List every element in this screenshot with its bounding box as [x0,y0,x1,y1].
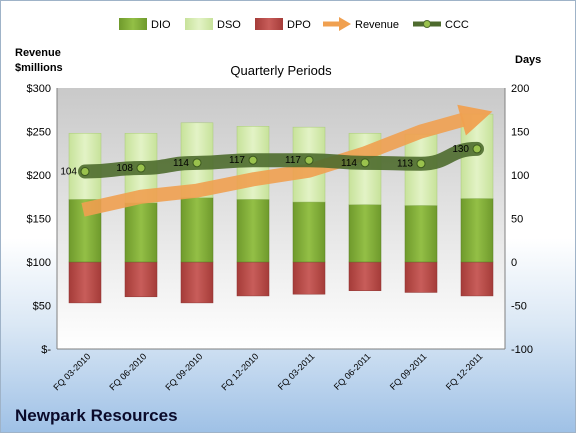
left-tick-label: $200 [27,170,51,182]
dpo-bar [460,261,494,297]
ccc-point [472,144,482,154]
left-axis-title-line1: Revenue [15,47,61,59]
x-tick-label: FQ 12-2010 [219,351,260,392]
ccc-data-label: 114 [173,158,189,169]
ccc-data-label: 130 [452,144,469,155]
ccc-data-label: 117 [229,155,245,166]
ccc-point [136,163,146,173]
ccc-data-label: 104 [60,167,77,178]
dio-bar [460,198,494,263]
legend-dio-swatch [119,18,147,30]
ccc-point [360,158,370,168]
legend-revenue-label: Revenue [355,19,399,31]
x-tick-label: FQ 12-2011 [444,351,485,392]
right-tick-label: 50 [511,214,523,226]
legend-dpo-swatch [255,18,283,30]
ccc-point [248,155,258,165]
dpo-bar [180,261,214,304]
legend-dso-swatch [185,18,213,30]
legend-dpo-label: DPO [287,19,311,31]
dpo-bar [124,261,158,298]
ccc-line: 104 108 114 117 117 114 113 130 [60,141,484,179]
left-axis-title-line2: $millions [15,62,63,74]
ccc-data-label: 114 [341,158,357,169]
left-tick-label: $150 [27,214,51,226]
dio-bar [124,202,158,263]
ccc-point [80,167,90,177]
dio-bar [404,205,438,263]
x-tick-label: FQ 06-2010 [107,351,148,392]
dpo-bar [68,261,102,304]
ccc-data-label: 108 [116,163,133,174]
left-axis-ticks: $- $50 $100 $150 $200 $250 $300 [27,83,52,356]
dpo-bar [348,261,382,291]
left-tick-label: $100 [27,257,51,269]
x-tick-label: FQ 09-2011 [388,351,429,392]
x-tick-label: FQ 03-2011 [276,351,317,392]
right-tick-label: -100 [511,344,533,356]
left-tick-label: $50 [33,301,51,313]
right-tick-label: -50 [511,301,527,313]
chart-title: Quarterly Periods [230,63,332,78]
ccc-point [304,155,314,165]
dio-bar [292,201,326,263]
right-tick-label: 100 [511,170,529,182]
company-name: Newpark Resources [15,406,178,425]
x-tick-label: FQ 06-2011 [332,351,373,392]
ccc-data-label: 117 [285,155,301,166]
dio-bar [180,197,214,263]
legend: DIO DSO DPO Revenue CCC [119,17,469,31]
legend-ccc-label: CCC [445,19,469,31]
legend-dso-label: DSO [217,19,241,31]
left-tick-label: $250 [27,127,51,139]
ccc-point [192,158,202,168]
dpo-bar [236,261,270,297]
legend-dio-label: DIO [151,19,171,31]
right-tick-label: 0 [511,257,517,269]
x-tick-label: FQ 09-2010 [163,351,204,392]
revenue-arrowhead [457,104,493,136]
left-tick-label: $300 [27,83,51,95]
right-tick-label: 150 [511,127,529,139]
revenue-line [81,112,466,217]
ccc-point [416,159,426,169]
dio-bar [348,204,382,263]
legend-revenue-arrow-icon [323,17,351,31]
stacked-bars [68,113,494,304]
right-tick-label: 200 [511,83,529,95]
dio-bar [236,199,270,263]
x-axis-ticks: FQ 03-2010 FQ 06-2010 FQ 09-2010 FQ 12-2010… [51,351,484,392]
dpo-bar [404,261,438,293]
right-axis-title: Days [515,54,541,66]
legend-ccc-line-icon [413,20,441,28]
revenue-arrow [81,104,493,217]
x-tick-label: FQ 03-2010 [51,351,92,392]
ccc-data-label: 113 [397,159,413,170]
right-axis-ticks: -100 -50 0 50 100 150 200 [511,83,533,356]
left-tick-label: $- [41,344,51,356]
dpo-bar [292,261,326,295]
